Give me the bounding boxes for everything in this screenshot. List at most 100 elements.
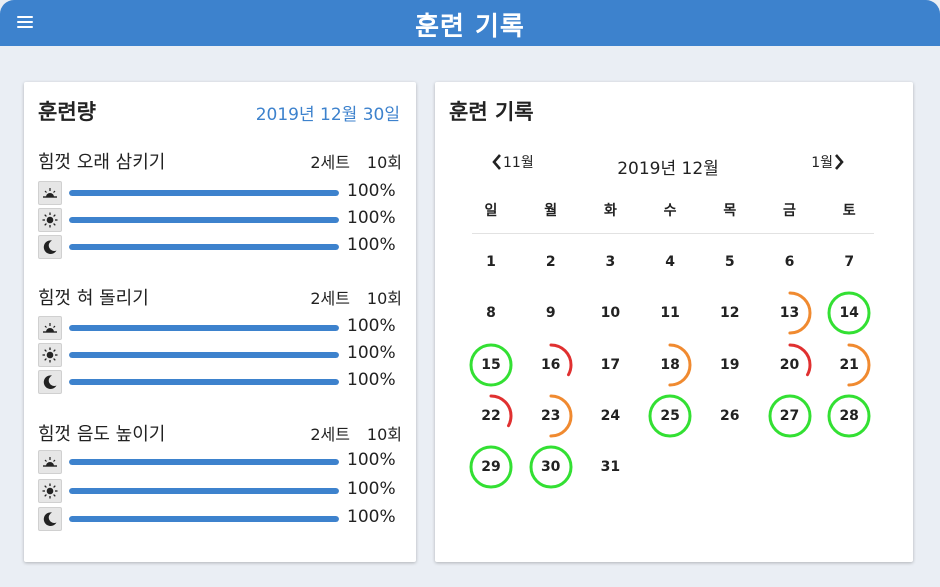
progress-ring: [827, 394, 871, 438]
sun-icon: [38, 208, 62, 232]
calendar-day[interactable]: 19: [706, 341, 754, 389]
app-title: 훈련 기록: [415, 12, 525, 42]
calendar-day[interactable]: 21: [825, 341, 873, 389]
progress-row-morning: 100%: [38, 450, 402, 474]
progress-percent: 100%: [347, 370, 396, 390]
calendar-day[interactable]: 8: [467, 289, 515, 337]
exercise-reps: 10회: [366, 289, 402, 308]
calendar-day[interactable]: 27: [766, 392, 814, 440]
calendar-day-number: 3: [605, 254, 616, 270]
calendar-day[interactable]: 14: [825, 289, 873, 337]
calendar-day-number: 1: [486, 254, 496, 270]
calendar-day[interactable]: 5: [706, 238, 754, 286]
calendar-day[interactable]: 4: [646, 238, 694, 286]
calendar-day[interactable]: 30: [527, 443, 575, 491]
training-volume-title: 훈련량: [38, 100, 96, 124]
progress-ring: [827, 343, 871, 387]
calendar-day-number: 10: [600, 305, 621, 322]
chevron-right-icon: [835, 154, 844, 170]
progress-row-night: 100%: [38, 370, 402, 394]
calendar-day-number: 8: [486, 305, 496, 322]
calendar-day[interactable]: 10: [586, 289, 634, 337]
calendar-day[interactable]: 26: [706, 392, 754, 440]
calendar-day-number: 6: [784, 254, 795, 270]
next-month-button[interactable]: 1월: [811, 152, 845, 172]
training-volume-card: 훈련량 2019년 12월 30일 힘껏 오래 삼키기 2세트 10회 100%…: [24, 82, 416, 562]
calendar-day[interactable]: 25: [646, 392, 694, 440]
calendar-day[interactable]: 31: [586, 443, 634, 491]
weekday-label: 화: [603, 203, 617, 219]
calendar-day-number: 28: [839, 407, 859, 424]
calendar-grid: 1 2 3 4 5 6 7 8 9 10 11 12 13 14 15 16 17 18 19 20 21 22 23 24 2…: [435, 82, 913, 562]
weekday-header: 일 월 화 수 목 금 토: [461, 200, 879, 224]
selected-date[interactable]: 2019년 12월 30일: [255, 105, 400, 125]
calendar-day-number: 11: [660, 305, 680, 322]
progress-bar: [69, 190, 339, 196]
calendar-day-number: 29: [481, 459, 501, 476]
calendar-day-number: 4: [665, 254, 675, 270]
calendar-day[interactable]: 3: [586, 238, 634, 286]
calendar-day-number: 20: [779, 356, 800, 373]
calendar-nav: 11월 2019년 12월 1월: [491, 152, 845, 182]
calendar-day-number: 14: [839, 305, 859, 322]
calendar-day-number: 30: [540, 459, 561, 476]
progress-ring: [768, 394, 811, 438]
calendar-day-number: 22: [481, 407, 501, 424]
calendar-day-number: 5: [724, 254, 735, 270]
calendar-day[interactable]: 15: [467, 341, 515, 389]
progress-ring: [648, 394, 692, 438]
weekday-label: 수: [663, 203, 677, 219]
calendar-day-number: 17: [600, 356, 621, 373]
weekday-label: 토: [842, 203, 856, 219]
menu-icon[interactable]: [17, 16, 33, 28]
progress-ring: [529, 394, 573, 438]
progress-row-day: 100%: [38, 479, 402, 503]
progress-percent: 100%: [347, 450, 396, 470]
calendar-day-number: 15: [481, 356, 501, 373]
weekday-label: 월: [544, 203, 558, 219]
calendar-day[interactable]: 6: [766, 238, 814, 286]
calendar-day-number: 12: [720, 305, 740, 322]
calendar-day[interactable]: 2: [527, 238, 575, 286]
exercise-name: 힘껏 음도 높이기: [38, 424, 166, 445]
prev-month-button[interactable]: 11월: [491, 152, 534, 172]
calendar-day-number: 18: [660, 356, 680, 373]
weekday-label: 일: [484, 203, 498, 219]
progress-row-day: 100%: [38, 208, 402, 232]
app-bar: 훈련 기록: [0, 0, 940, 46]
calendar-day[interactable]: 1: [467, 238, 515, 286]
calendar-day-number: 23: [540, 407, 561, 424]
moon-icon: [38, 507, 62, 531]
progress-bar: [69, 516, 339, 522]
calendar-day[interactable]: 7: [825, 238, 873, 286]
progress-percent: 100%: [347, 208, 396, 228]
progress-ring: [529, 343, 573, 387]
exercise-name: 힘껏 혀 돌리기: [38, 288, 149, 309]
progress-row-night: 100%: [38, 235, 402, 259]
training-record-title: 훈련 기록: [449, 100, 534, 124]
calendar-day[interactable]: 20: [766, 341, 814, 389]
calendar-day[interactable]: 13: [766, 289, 814, 337]
next-month-label: 1월: [811, 155, 833, 171]
calendar-day[interactable]: 18: [646, 341, 694, 389]
calendar-day[interactable]: 22: [467, 392, 515, 440]
calendar-day[interactable]: 29: [467, 443, 515, 491]
progress-bar: [69, 217, 339, 223]
calendar-day[interactable]: 11: [646, 289, 694, 337]
calendar-day[interactable]: 12: [706, 289, 754, 337]
calendar-day[interactable]: 28: [825, 392, 873, 440]
calendar-day-number: 26: [720, 407, 740, 424]
calendar-day[interactable]: 9: [527, 289, 575, 337]
calendar-day-number: 24: [600, 407, 621, 424]
exercise-sets: 2세트: [310, 153, 350, 172]
sun-icon: [38, 343, 62, 367]
calendar-day[interactable]: 17: [586, 341, 634, 389]
calendar-day[interactable]: 24: [586, 392, 634, 440]
calendar-day[interactable]: 16: [527, 341, 575, 389]
progress-percent: 100%: [347, 507, 396, 527]
calendar-day[interactable]: 23: [527, 392, 575, 440]
sunrise-icon: [38, 316, 62, 340]
moon-icon: [38, 235, 62, 259]
calendar-day-number: 21: [839, 356, 859, 373]
progress-ring: [768, 291, 811, 335]
